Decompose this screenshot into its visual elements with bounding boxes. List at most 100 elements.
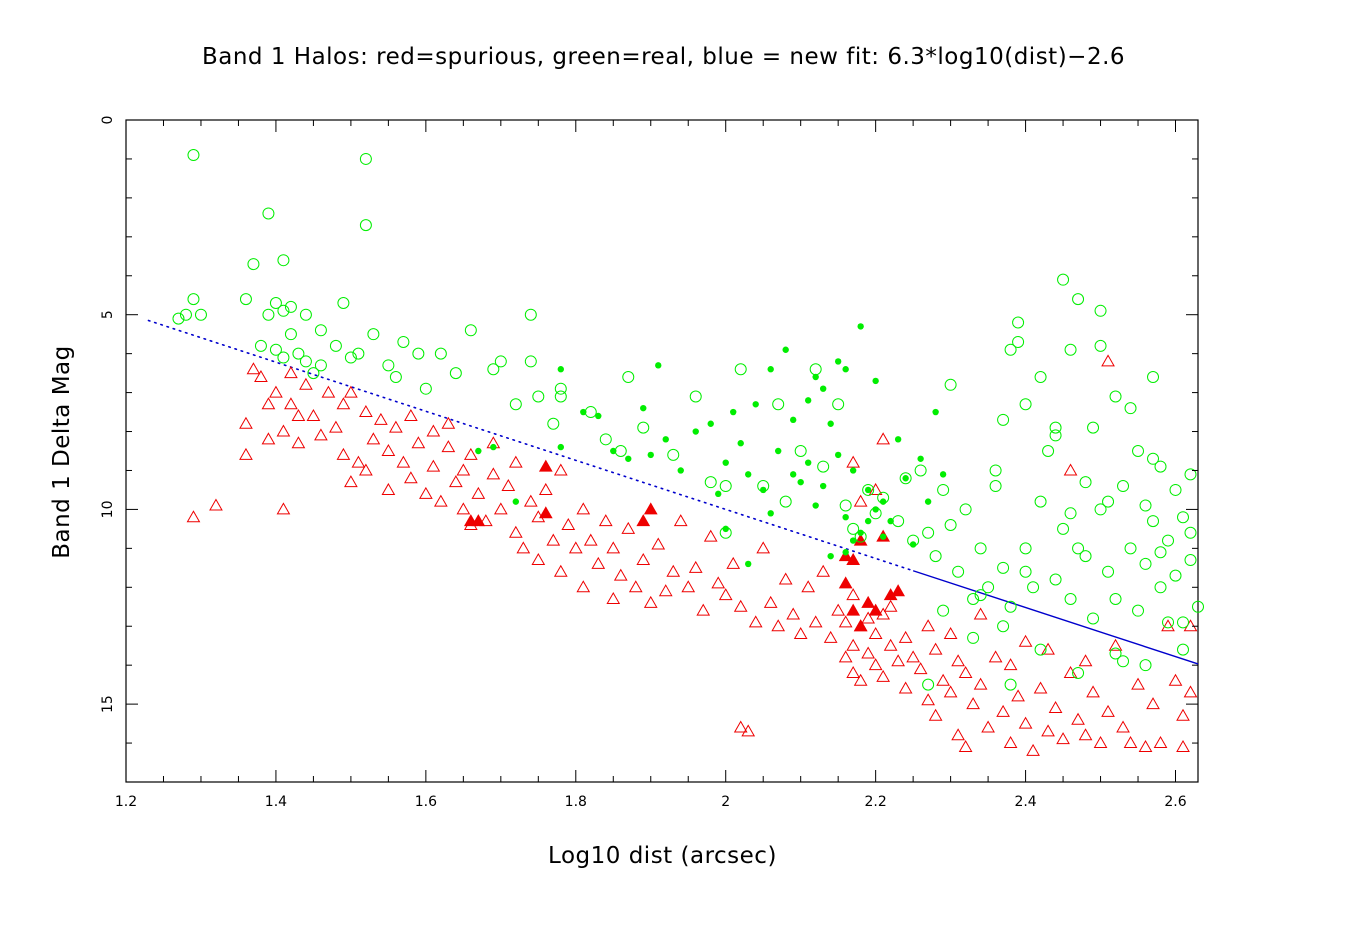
real-point <box>262 207 275 220</box>
spurious-point <box>921 619 935 632</box>
real-point <box>1019 565 1032 578</box>
real-point <box>1132 604 1145 617</box>
real-point <box>1124 402 1137 415</box>
real-filled-point <box>745 471 752 478</box>
real-point <box>892 515 905 528</box>
real-filled-point <box>512 498 520 505</box>
real-point <box>1012 335 1025 348</box>
real-point <box>239 293 252 306</box>
spurious-point <box>883 638 898 651</box>
spurious-point <box>538 482 553 495</box>
spurious-point <box>299 377 313 390</box>
real-point <box>1109 647 1122 660</box>
spurious-point <box>891 654 906 667</box>
spurious-point <box>374 412 388 425</box>
real-point <box>704 476 717 489</box>
x-tick-label: 1.4 <box>265 794 287 810</box>
spurious-point <box>1161 619 1175 632</box>
spurious-point <box>688 560 703 573</box>
fit-line-solid <box>912 570 1199 665</box>
real-point <box>1049 573 1062 586</box>
spurious-point <box>846 665 861 678</box>
spurious-point <box>793 627 808 640</box>
spurious-point <box>276 502 291 515</box>
real-point <box>614 445 627 457</box>
real-point <box>307 367 320 380</box>
real-filled-point <box>475 447 482 455</box>
real-point <box>847 522 860 535</box>
spurious-point <box>1048 701 1063 714</box>
real-filled-point <box>827 552 834 560</box>
real-filled-point <box>715 490 722 498</box>
spurious-point <box>269 385 283 398</box>
real-point <box>1154 546 1167 559</box>
spurious-point <box>666 564 681 577</box>
y-tick-label: 0 <box>100 116 116 125</box>
real-point <box>269 343 282 356</box>
real-filled-point <box>760 486 767 494</box>
spurious-point <box>1176 739 1190 752</box>
spurious-point <box>1183 685 1198 698</box>
x-tick-label: 1.2 <box>115 794 137 810</box>
spurious-point <box>366 432 381 445</box>
spurious-point <box>441 416 456 429</box>
real-point <box>1012 316 1025 329</box>
real-point <box>1169 483 1182 496</box>
spurious-point <box>246 362 261 375</box>
real-point <box>667 448 680 461</box>
real-point <box>997 561 1010 574</box>
real-point <box>1087 612 1100 625</box>
real-point <box>277 254 290 267</box>
spurious-point <box>726 556 741 569</box>
real-point <box>367 328 380 341</box>
spurious-point <box>718 588 733 601</box>
spurious-filled-point <box>853 533 868 546</box>
real-point <box>1169 569 1182 582</box>
spurious-point <box>1168 673 1183 686</box>
spurious-point <box>418 486 433 499</box>
spurious-point <box>898 681 913 694</box>
plot-border <box>125 119 1199 783</box>
spurious-filled-point <box>636 514 651 527</box>
spurious-point <box>508 455 523 468</box>
spurious-point <box>921 693 935 706</box>
real-point <box>1192 600 1204 613</box>
real-point <box>937 483 950 496</box>
spurious-point <box>598 514 613 527</box>
spurious-point <box>1018 716 1033 729</box>
spurious-point <box>471 486 486 499</box>
spurious-point <box>853 494 868 507</box>
real-filled-point <box>812 502 819 509</box>
spurious-point <box>943 685 958 698</box>
real-point <box>1102 495 1115 508</box>
fit-line-dotted <box>147 319 914 572</box>
y-tick-label: 5 <box>100 310 116 319</box>
real-filled-point <box>625 455 632 462</box>
real-filled-point <box>879 533 887 540</box>
spurious-point <box>711 576 726 589</box>
real-filled-point <box>812 373 819 381</box>
spurious-point <box>314 428 328 441</box>
spurious-point <box>1063 463 1078 476</box>
spurious-point <box>606 541 621 554</box>
spurious-point <box>568 541 583 554</box>
real-point <box>344 351 357 364</box>
spurious-point <box>553 564 568 577</box>
spurious-point <box>516 541 531 554</box>
spurious-point <box>254 370 268 383</box>
spurious-point <box>261 432 276 445</box>
real-point <box>967 592 980 605</box>
spurious-point <box>404 471 418 484</box>
spurious-point <box>1063 665 1078 678</box>
real-point <box>194 308 207 321</box>
real-point <box>524 355 537 368</box>
real-filled-point <box>557 443 564 451</box>
plot-frame <box>125 119 1199 783</box>
real-point <box>1072 293 1085 306</box>
real-filled-point <box>722 459 729 466</box>
real-point <box>359 152 372 165</box>
spurious-filled-point <box>868 603 883 616</box>
real-filled-point <box>879 498 887 505</box>
spurious-point <box>846 455 861 468</box>
real-filled-point <box>924 498 932 505</box>
